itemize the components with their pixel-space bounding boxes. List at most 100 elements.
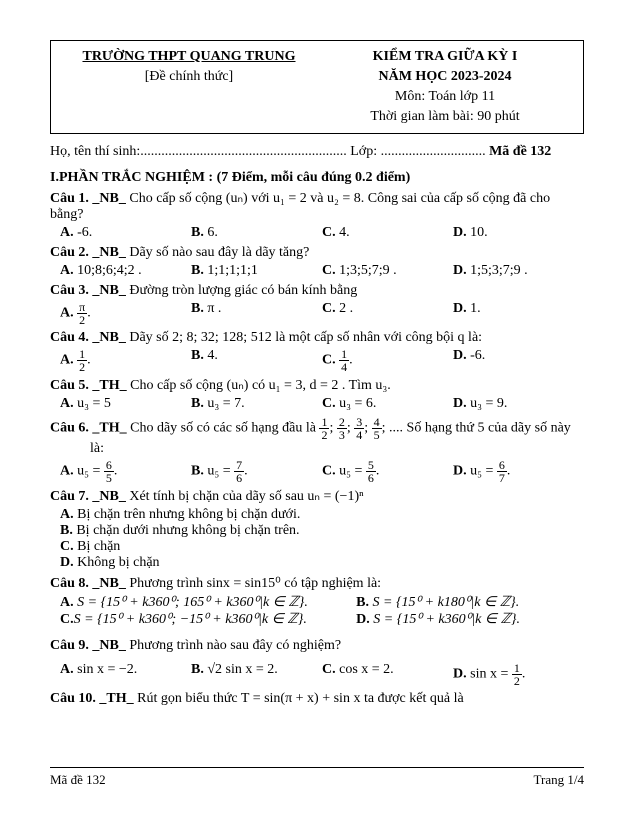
- q6-options: A. u₅ = 65. B. u₅ = 76. C. u₅ = 56. D. u…: [60, 459, 584, 484]
- opt-c: C. 1;3;5;7;9 .: [322, 263, 453, 279]
- question-5: Câu 5. _TH_ Cho cấp số cộng (uₙ) có u₁ =…: [50, 377, 584, 394]
- opt-a: A. 10;8;6;4;2 .: [60, 263, 191, 279]
- question-6: Câu 6. _TH_ Cho dãy số có các số hạng đầ…: [50, 416, 584, 457]
- opt-c: C.S = {15⁰ + k360⁰; −15⁰ + k360⁰|k ∈ ℤ}.: [60, 611, 356, 628]
- opt-b: B. √2 sin x = 2.: [191, 662, 322, 687]
- opt-b: B. S = {15⁰ + k180⁰|k ∈ ℤ}.: [356, 594, 584, 611]
- q8-options: A. S = {15⁰ + k360⁰; 165⁰ + k360⁰|k ∈ ℤ}…: [60, 594, 584, 628]
- question-7: Câu 7. _NB_ Xét tính bị chặn của dãy số …: [50, 488, 584, 505]
- q-label: Câu 2. _NB_: [50, 245, 126, 260]
- q-text: Xét tính bị chặn của dãy số sau uₙ = (−1…: [126, 489, 364, 504]
- fraction: 76: [234, 459, 244, 484]
- q-label: Câu 4. _NB_: [50, 330, 126, 345]
- opt-d: D. S = {15⁰ + k360⁰|k ∈ ℤ}.: [356, 611, 584, 628]
- header-right: KIỂM TRA GIỮA KỲ I NĂM HỌC 2023-2024 Môn…: [317, 49, 573, 125]
- q-label: Câu 5. _TH_: [50, 378, 127, 393]
- footer-code: Mã đề 132: [50, 772, 106, 788]
- fraction: 12: [77, 348, 87, 373]
- fraction: 34: [354, 416, 364, 441]
- q-label: Câu 10. _TH_: [50, 691, 134, 706]
- footer-page: Trang 1/4: [534, 772, 584, 788]
- header-box: TRƯỜNG THPT QUANG TRUNG [Đề chính thức] …: [50, 40, 584, 134]
- q-label: Câu 6. _TH_: [50, 421, 127, 436]
- opt-c: C. 4.: [322, 225, 453, 241]
- q-text: Đường tròn lượng giác có bán kính bằng: [126, 283, 357, 298]
- exam-title: KIỂM TRA GIỮA KỲ I: [317, 49, 573, 65]
- q-label: Câu 1. _NB_: [50, 191, 126, 206]
- question-9: Câu 9. _NB_ Phương trình nào sau đây có …: [50, 638, 584, 654]
- question-10: Câu 10. _TH_ Rút gọn biểu thức T = sin(π…: [50, 691, 584, 707]
- opt-d: D. u₃ = 9.: [453, 396, 584, 412]
- q3-options: A. π2. B. π . C. 2 . D. 1.: [60, 301, 584, 326]
- opt-c: C. 14.: [322, 348, 453, 373]
- q-text: Dãy số nào sau đây là dãy tăng?: [126, 245, 310, 260]
- dots: ..............................: [381, 144, 486, 159]
- opt-a: A. sin x = −2.: [60, 662, 191, 687]
- year-label: NĂM HỌC 2023-2024: [317, 69, 573, 85]
- q-label: Câu 9. _NB_: [50, 638, 126, 653]
- q-text: Phương trình sinx = sin15⁰ có tập nghiệm…: [126, 576, 381, 591]
- opt-a: A. S = {15⁰ + k360⁰; 165⁰ + k360⁰|k ∈ ℤ}…: [60, 594, 356, 611]
- q-text: Dãy số 2; 8; 32; 128; 512 là một cấp số …: [126, 330, 482, 345]
- footer: Mã đề 132 Trang 1/4: [50, 767, 584, 788]
- opt-a: A. π2.: [60, 301, 191, 326]
- school-name: TRƯỜNG THPT QUANG TRUNG: [61, 49, 317, 65]
- opt-d: D. 1.: [453, 301, 584, 326]
- dots: ........................................…: [140, 144, 347, 159]
- official-label: [Đề chính thức]: [61, 69, 317, 85]
- question-1: Câu 1. _NB_ Cho cấp số cộng (uₙ) với u₁ …: [50, 190, 584, 223]
- q9-options: A. sin x = −2. B. √2 sin x = 2. C. cos x…: [60, 662, 584, 687]
- q7-options: A. Bị chặn trên nhưng không bị chặn dưới…: [60, 507, 584, 571]
- opt-d: D. sin x = 12.: [453, 662, 584, 687]
- q-text: Phương trình nào sau đây có nghiệm?: [126, 638, 341, 653]
- name-label: Họ, tên thí sinh:: [50, 144, 140, 159]
- q-label: Câu 7. _NB_: [50, 489, 126, 504]
- opt-d: D. -6.: [453, 348, 584, 373]
- question-2: Câu 2. _NB_ Dãy số nào sau đây là dãy tă…: [50, 245, 584, 261]
- opt-b: B. 1;1;1;1;1: [191, 263, 322, 279]
- q-text: Cho cấp số cộng (uₙ) với u₁ = 2 và u₂ = …: [50, 191, 550, 222]
- q2-options: A. 10;8;6;4;2 . B. 1;1;1;1;1 C. 1;3;5;7;…: [60, 263, 584, 279]
- exam-code: Mã đề 132: [489, 144, 551, 159]
- header-row: TRƯỜNG THPT QUANG TRUNG [Đề chính thức] …: [61, 49, 573, 125]
- fraction: 14: [339, 348, 349, 373]
- q-text: Cho cấp số cộng (uₙ) có u₁ = 3, d = 2 . …: [127, 378, 391, 393]
- opt-a: A. u₅ = 65.: [60, 459, 191, 484]
- section-title: I.PHẦN TRẮC NGHIỆM : (7 Điểm, mỗi câu đú…: [50, 170, 584, 186]
- fraction: 65: [104, 459, 114, 484]
- opt-c: C. u₅ = 56.: [322, 459, 453, 484]
- class-label: Lớp:: [350, 144, 377, 159]
- q-label: Câu 3. _NB_: [50, 283, 126, 298]
- student-line: Họ, tên thí sinh:.......................…: [50, 144, 584, 160]
- opt-c: C. u₃ = 6.: [322, 396, 453, 412]
- fraction: 45: [372, 416, 382, 441]
- opt-b: B. 4.: [191, 348, 322, 373]
- opt-b: B. π .: [191, 301, 322, 326]
- question-3: Câu 3. _NB_ Đường tròn lượng giác có bán…: [50, 283, 584, 299]
- opt-a: A. u₃ = 5: [60, 396, 191, 412]
- opt-c: C. Bị chặn: [60, 539, 584, 555]
- opt-a: A. Bị chặn trên nhưng không bị chặn dưới…: [60, 507, 584, 523]
- opt-c: C. 2 .: [322, 301, 453, 326]
- q6-cont: là:: [90, 441, 584, 457]
- fraction: 56: [366, 459, 376, 484]
- opt-b: B. u₅ = 76.: [191, 459, 322, 484]
- fraction: π2: [77, 301, 87, 326]
- question-4: Câu 4. _NB_ Dãy số 2; 8; 32; 128; 512 là…: [50, 330, 584, 346]
- fraction: 23: [337, 416, 347, 441]
- fraction: 67: [497, 459, 507, 484]
- fraction: 12: [319, 416, 329, 441]
- q-text: Rút gọn biểu thức T = sin(π + x) + sin x…: [134, 691, 464, 706]
- opt-d: D. 10.: [453, 225, 584, 241]
- opt-b: B. u₃ = 7.: [191, 396, 322, 412]
- subject-label: Môn: Toán lớp 11: [317, 89, 573, 105]
- opt-b: B. 6.: [191, 225, 322, 241]
- opt-a: A. -6.: [60, 225, 191, 241]
- q1-options: A. -6. B. 6. C. 4. D. 10.: [60, 225, 584, 241]
- opt-d: D. u₅ = 67.: [453, 459, 584, 484]
- opt-c: C. cos x = 2.: [322, 662, 453, 687]
- fraction: 12: [512, 662, 522, 687]
- q4-options: A. 12. B. 4. C. 14. D. -6.: [60, 348, 584, 373]
- q5-options: A. u₃ = 5 B. u₃ = 7. C. u₃ = 6. D. u₃ = …: [60, 396, 584, 412]
- header-left: TRƯỜNG THPT QUANG TRUNG [Đề chính thức]: [61, 49, 317, 125]
